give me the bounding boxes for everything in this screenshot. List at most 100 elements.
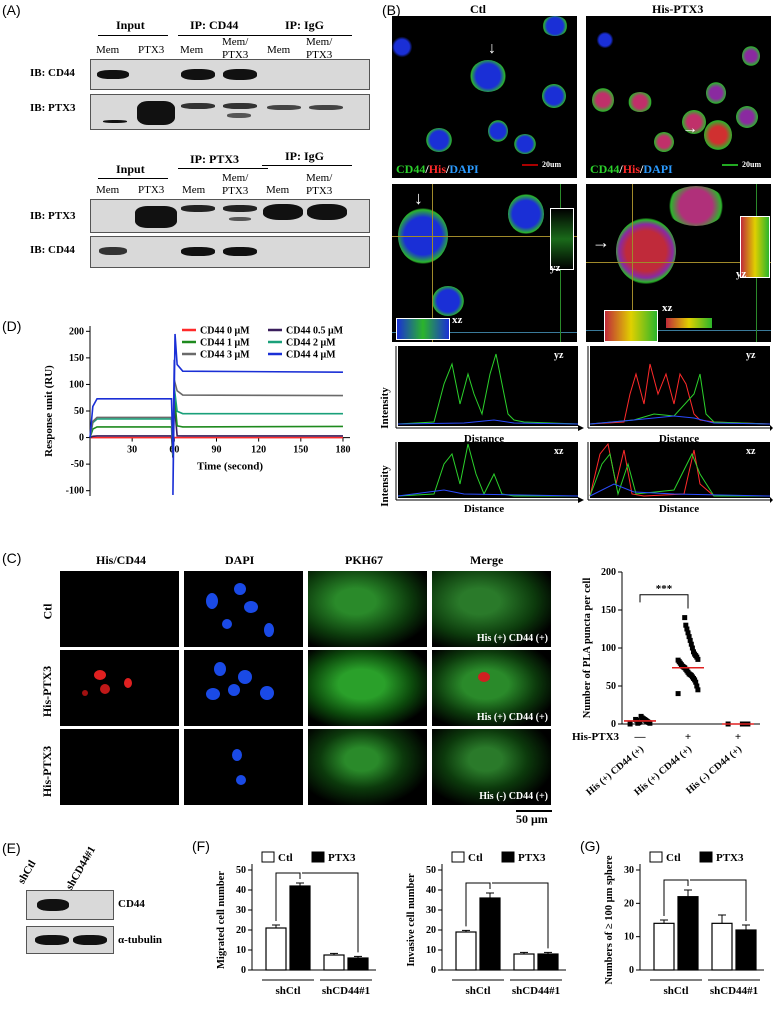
f1-group-label-1: shCD44#1 <box>322 985 370 997</box>
a-top-ib1-label: IB: CD44 <box>30 67 75 79</box>
d-ylabel: Response unit (RU) <box>43 365 55 457</box>
panel-f-invasive-chart: Ctl PTX3 Invasive cell number shCtl shCD44#1… <box>406 851 566 997</box>
cs-point-0-9 <box>638 713 644 719</box>
cs-point-1-24 <box>691 649 696 655</box>
f1-ylabel: Migrated cell number <box>216 871 227 969</box>
cs-sig-bracket <box>639 594 689 609</box>
g-legend-label-0: Ctl <box>666 852 681 864</box>
cs-point-1-31 <box>683 622 689 628</box>
a-top-lane-5: Mem <box>267 44 291 56</box>
g-legend-swatch-0 <box>649 851 663 863</box>
cs-point-0-0 <box>627 721 633 727</box>
d-xtick-label-4: 150 <box>293 445 308 456</box>
b-his-scale: 20um <box>742 160 762 169</box>
d-xtick-label-1: 60 <box>169 445 179 456</box>
g-bar-0-0 <box>653 922 675 971</box>
e-lane-2: shCD44#1 <box>63 844 99 892</box>
c-r3-merge-label: His (-) CD44 (+) <box>479 791 548 802</box>
f2-sig-bracket-1 <box>465 882 491 927</box>
a-bot-ib1-label: IB: PTX3 <box>30 210 76 222</box>
b-dist-3: Distance <box>464 503 504 514</box>
e-ib2-label: α-tubulin <box>118 934 163 946</box>
panel-d-chart: -100 -50 0 50 100 150 200 30 60 90 120 150 180 Time (… <box>43 326 350 497</box>
d-xlabel: Time (second) <box>197 461 263 473</box>
b-ctl-yz: yz <box>550 262 561 274</box>
b-ctl-image: ↓ 20um CD44/His/DAPI <box>392 16 577 178</box>
d-legend-label-2: CD44 1 μM <box>200 338 250 349</box>
c-r3-pkh67 <box>308 729 427 805</box>
a-top-ip1-header: IP: CD44 <box>190 18 239 32</box>
e-ib1-label: CD44 <box>118 898 145 910</box>
f1-bar-0-1 <box>289 885 311 971</box>
d-ytick-label-2: 0 <box>79 433 84 444</box>
f1-bar-0-0 <box>265 927 287 971</box>
cs-ytick-label-3: 150 <box>601 605 616 616</box>
a-bot-ip2-header: IP: IgG <box>285 149 324 163</box>
f2-group-label-0: shCtl <box>465 985 490 997</box>
f1-legend-label-1: PTX3 <box>328 852 356 864</box>
d-legend-label-4: CD44 3 μM <box>200 350 250 361</box>
svg-text:xz: xz <box>554 446 564 457</box>
c-r1-merge: His (+) CD44 (+) <box>432 571 551 647</box>
f2-ytick-label-1: 10 <box>426 945 436 956</box>
b-col-his: His-PTX3 <box>652 2 704 16</box>
g-legend-label-1: PTX3 <box>716 852 744 864</box>
d-ytick-label-4: 100 <box>69 379 84 390</box>
c-col-2: DAPI <box>225 553 255 567</box>
panel-label-d: (D) <box>2 318 22 334</box>
d-ytick-label-3: 50 <box>74 406 84 417</box>
cs-point-1-27 <box>687 637 693 643</box>
f1-legend-label-0: Ctl <box>278 852 293 864</box>
a-top-lane-1: Mem <box>96 44 120 56</box>
panel-label-b: (B) <box>382 2 401 18</box>
f1-ytick-label-1: 10 <box>236 945 246 956</box>
f1-ytick-label-2: 20 <box>236 925 246 936</box>
panel-label-a: (A) <box>2 2 21 18</box>
panel-g-sphere-chart: Ctl PTX3 Numbers of ≥ 100 μm sphere shCtl sh… <box>604 851 764 997</box>
cs-ytick-label-1: 50 <box>606 681 616 692</box>
b-intensity-profiles: Intensity Intensity Distance Distance Di… <box>379 346 773 514</box>
a-bot-lane-3: Mem <box>182 184 206 196</box>
c-r1-merge-label: His (+) CD44 (+) <box>476 633 548 644</box>
g-group-label-1: shCD44#1 <box>710 985 758 997</box>
f2-bar-0-0 <box>455 931 477 971</box>
c-col-4: Merge <box>470 553 504 567</box>
f1-sig-bracket-1 <box>275 872 301 921</box>
panel-f-migrated-chart: Ctl PTX3 Migrated cell number shCtl shCD44#1… <box>216 851 376 997</box>
f1-sig-bracket-2 <box>302 872 359 953</box>
a-bot-blot-2 <box>90 236 370 268</box>
d-legend-label-5: CD44 4 μM <box>286 350 336 361</box>
f2-ylabel: Invasive cell number <box>406 873 417 967</box>
cs-ytick-label-0: 0 <box>611 719 616 730</box>
b-his-image: → 20um CD44/His/DAPI <box>586 16 771 178</box>
d-legend-label-1: CD44 0.5 μM <box>286 326 344 337</box>
g-bar-0-1 <box>677 896 699 971</box>
svg-text:xz: xz <box>746 446 756 457</box>
cs-point-1-19 <box>675 657 681 663</box>
c-r3-dapi <box>184 729 303 805</box>
e-lane-1: shCtl <box>15 858 39 886</box>
a-top-blot-2 <box>90 94 370 130</box>
d-ytick-label-0: -100 <box>66 486 84 497</box>
c-r3-merge: His (-) CD44 (+) <box>432 729 551 805</box>
cs-point-1-2 <box>694 683 700 689</box>
a-bot-blot-1 <box>90 199 370 233</box>
f2-bar-0-1 <box>479 897 501 971</box>
c-r2-merge-label: His (+) CD44 (+) <box>476 712 548 723</box>
f2-legend-swatch-1 <box>501 851 515 863</box>
a-top-input-header: Input <box>116 18 145 32</box>
c-row-2: His-PTX3 <box>40 665 55 718</box>
g-group-label-0: shCtl <box>663 985 688 997</box>
a-bot-input-header: Input <box>116 162 145 176</box>
b-his-ortho: → yz xz <box>586 184 771 342</box>
d-ytick-label-5: 150 <box>69 353 84 364</box>
f2-legend-label-1: PTX3 <box>518 852 546 864</box>
svg-text:yz: yz <box>746 350 756 361</box>
g-ytick-label-2: 20 <box>624 898 634 909</box>
cs-point-1-26 <box>688 641 694 647</box>
b-int-label-2: Intensity <box>379 465 391 507</box>
f2-bar-1-0 <box>513 953 535 971</box>
a-bot-lane-2: PTX3 <box>138 184 165 196</box>
g-ytick-label-1: 10 <box>624 932 634 943</box>
f1-legend-swatch-0 <box>261 851 275 863</box>
